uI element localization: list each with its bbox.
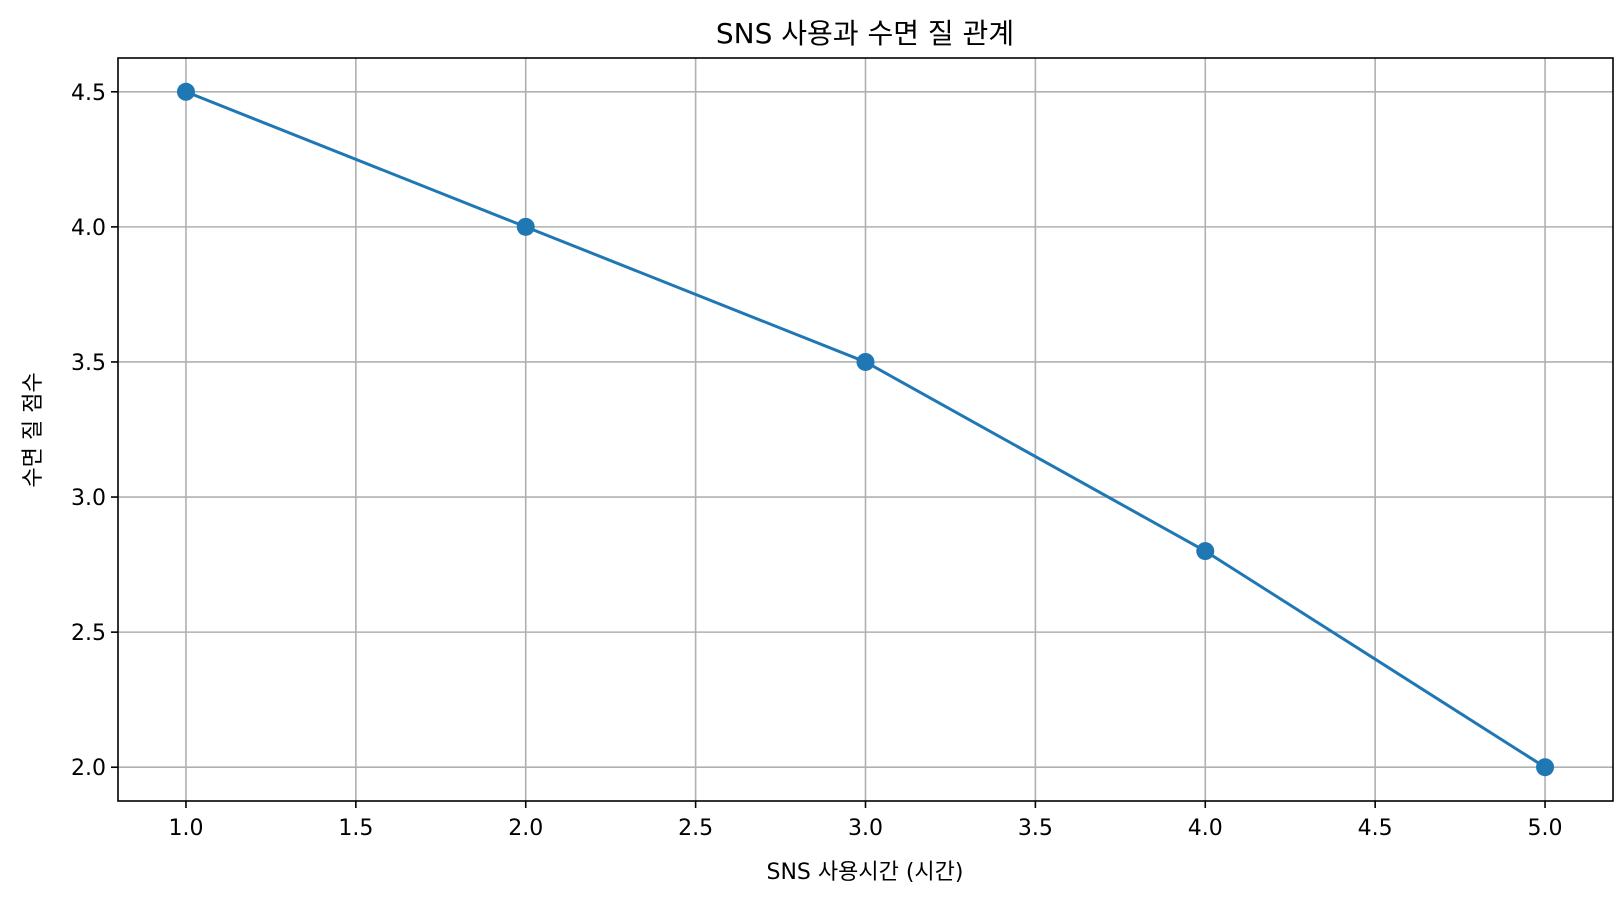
x-tick-label: 4.0 (1188, 816, 1223, 841)
y-tick-label: 2.0 (71, 756, 106, 781)
data-point (1536, 758, 1555, 777)
x-tick-label: 4.5 (1358, 816, 1393, 841)
grid-layer (118, 58, 1613, 801)
y-tick-label: 3.0 (71, 486, 106, 511)
data-point-layer (176, 82, 1555, 777)
x-tick-label: 3.0 (848, 816, 883, 841)
y-axis-title: 수면 질 점수 (21, 372, 46, 487)
x-tick-label: 3.5 (1018, 816, 1053, 841)
data-point (176, 82, 195, 101)
x-tick-label: 1.5 (338, 816, 373, 841)
data-point (1196, 542, 1215, 561)
x-tick-label: 2.0 (508, 816, 543, 841)
chart-title: SNS 사용과 수면 질 관계 (716, 17, 1014, 50)
y-tick-label: 4.0 (71, 216, 106, 241)
x-tick-label: 5.0 (1528, 816, 1563, 841)
x-tick-label: 1.0 (168, 816, 203, 841)
y-tick-label: 3.5 (71, 351, 106, 376)
x-axis-title: SNS 사용시간 (시간) (767, 860, 964, 885)
data-point (856, 352, 875, 371)
data-point (516, 217, 535, 236)
tick-layer: 1.0 1.5 2.0 2.5 3.0 3.5 4.0 4.5 5.0 2.0 2.5 3.0 3.5 4… (71, 81, 1563, 841)
x-tick-label: 2.5 (678, 816, 713, 841)
y-tick-label: 4.5 (71, 81, 106, 106)
y-tick-label: 2.5 (71, 621, 106, 646)
